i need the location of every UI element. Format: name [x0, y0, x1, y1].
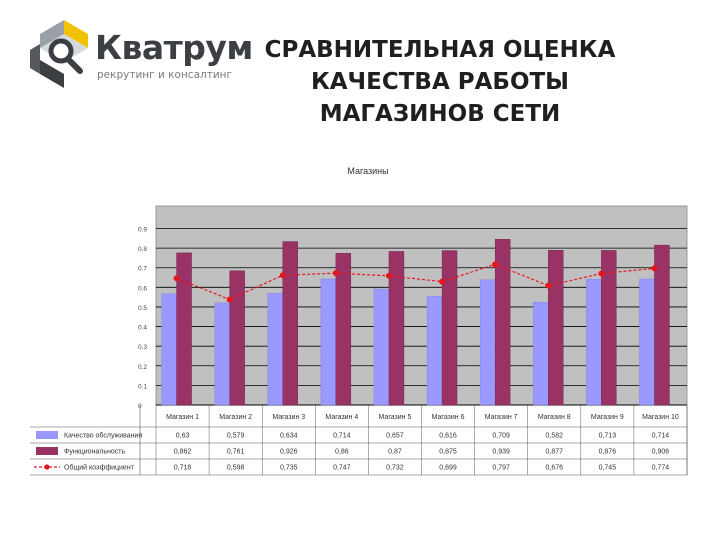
data-label: 0,761	[227, 449, 245, 456]
brand-name: Кватрум	[95, 28, 253, 67]
y-tick-label: 0.1	[138, 383, 147, 390]
bar-functionality	[494, 239, 511, 406]
legend-label: Качество обслуживания	[64, 432, 142, 440]
point-overall	[226, 296, 233, 303]
x-tick-label: Магазин 6	[432, 414, 465, 421]
data-label: 0,634	[280, 433, 298, 440]
bar-quality	[586, 278, 602, 406]
data-label: 0,713	[599, 433, 617, 440]
page-title: СРАВНИТЕЛЬНАЯ ОЦЕНКА КАЧЕСТВА РАБОТЫ МАГ…	[240, 34, 640, 130]
title-line-2: КАЧЕСТВА РАБОТЫ	[310, 69, 570, 95]
legend-label: Функциональность	[64, 449, 126, 456]
bar-quality	[639, 278, 655, 406]
y-tick-label: 0.9	[138, 227, 147, 234]
y-tick-label: 0.7	[138, 266, 147, 273]
y-tick-label: 0.5	[138, 305, 147, 312]
y-tick-label: 0.2	[138, 364, 147, 371]
point-overall	[492, 261, 499, 268]
data-label: 0,87	[388, 449, 402, 456]
bar-functionality	[335, 253, 352, 406]
bar-functionality	[176, 252, 192, 406]
y-tick-label: 0.6	[138, 285, 147, 292]
brand-tagline: рекрутинг и консалтинг	[97, 69, 233, 81]
data-label: 0,699	[439, 465, 457, 472]
y-tick-label: 0.8	[138, 246, 147, 253]
data-label: 0,709	[492, 433, 510, 440]
data-label: 0,676	[545, 465, 563, 472]
bar-quality	[214, 302, 230, 406]
legend-swatch	[36, 447, 58, 455]
bar-functionality	[654, 244, 670, 406]
bar-quality	[320, 278, 337, 406]
x-tick-label: Магазин 1	[166, 414, 199, 421]
bar-quality	[373, 288, 390, 406]
y-tick-label: 0.4	[138, 325, 147, 332]
legend-swatch	[36, 431, 58, 439]
x-tick-label: Магазин 9	[591, 414, 624, 421]
x-tick-label: Магазин 2	[219, 414, 252, 421]
x-tick-label: Магазин 8	[538, 414, 571, 421]
data-label: 0,926	[280, 449, 298, 456]
data-label: 0,747	[333, 465, 351, 472]
data-label: 0,86	[335, 449, 349, 456]
data-label: 0,906	[652, 449, 670, 456]
data-label: 0,714	[652, 433, 670, 440]
x-tick-label: Магазин 5	[379, 414, 412, 421]
series-line-overall	[176, 263, 655, 301]
bar-quality	[479, 279, 496, 406]
bar-quality	[161, 293, 177, 406]
data-label: 0,598	[227, 465, 245, 472]
data-label: 0,876	[599, 449, 617, 456]
title-line-3: МАГАЗИНОВ СЕТИ	[319, 101, 561, 127]
title-line-1: СРАВНИТЕЛЬНАЯ ОЦЕНКА	[264, 37, 616, 63]
data-label: 0,657	[386, 433, 404, 440]
point-overall	[385, 272, 392, 279]
bar-quality	[267, 292, 283, 406]
chart-title: Магазины	[347, 166, 388, 176]
bar-functionality	[441, 250, 458, 406]
data-label: 0,797	[492, 465, 510, 472]
point-overall	[173, 275, 180, 282]
y-tick-label: 0.3	[138, 344, 147, 351]
brand-logo	[30, 20, 88, 88]
bar-functionality	[601, 250, 617, 406]
bar-functionality	[282, 241, 298, 406]
point-overall	[279, 272, 286, 279]
data-label: 0,718	[174, 465, 192, 472]
bar-functionality	[388, 251, 405, 406]
point-overall	[332, 270, 339, 277]
data-label: 0,774	[652, 465, 670, 472]
data-label: 0,875	[439, 449, 457, 456]
legend-swatch	[44, 464, 50, 470]
point-overall	[545, 282, 552, 289]
data-label: 0,63	[176, 433, 190, 440]
bar-functionality	[548, 250, 564, 406]
data-label: 0,579	[227, 433, 245, 440]
bar-quality	[533, 302, 549, 406]
data-label: 0,735	[280, 465, 298, 472]
data-label: 0,616	[439, 433, 457, 440]
x-tick-label: Магазин 7	[485, 414, 518, 421]
x-tick-label: Магазин 10	[642, 414, 679, 421]
point-overall	[439, 278, 446, 285]
data-label: 0,877	[545, 449, 563, 456]
point-overall	[651, 265, 658, 272]
data-label: 0,745	[599, 465, 617, 472]
x-tick-label: Магазин 4	[325, 414, 358, 421]
bar-quality	[426, 296, 443, 406]
logo-mark-icon	[30, 20, 88, 88]
bar-functionality	[229, 270, 245, 406]
point-overall	[598, 270, 605, 277]
data-label: 0,714	[333, 433, 351, 440]
data-label: 0,862	[174, 449, 192, 456]
legend-label: Общий коэффициент	[64, 464, 135, 472]
data-label: 0,939	[492, 449, 510, 456]
data-label: 0,732	[386, 465, 404, 472]
x-tick-label: Магазин 3	[272, 414, 305, 421]
data-label: 0,582	[545, 433, 563, 440]
